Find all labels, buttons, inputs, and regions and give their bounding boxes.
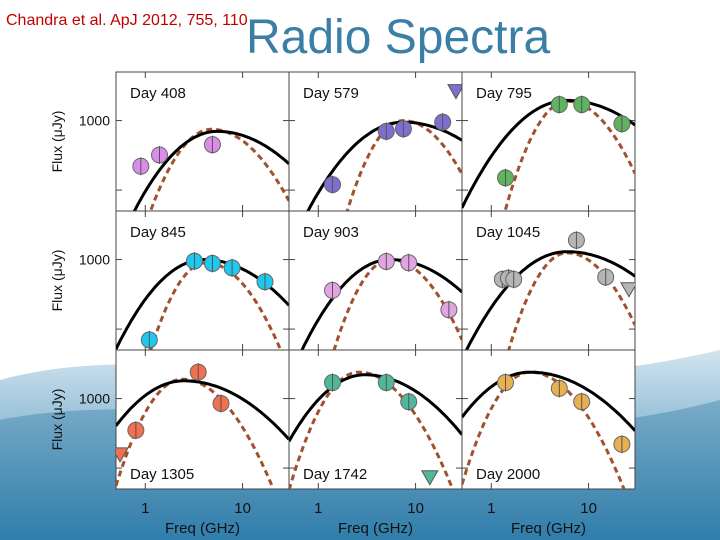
x-tick-label-col-1-1: 10	[407, 500, 424, 517]
dashed-model-day-903	[332, 258, 462, 350]
panel-label-day-903: Day 903	[303, 224, 359, 241]
panel-label-day-1045: Day 1045	[476, 224, 540, 241]
solid-model-day-2000	[462, 370, 635, 432]
x-axis-label-col-0: Freq (GHz)	[165, 520, 240, 537]
y-tick-label-row-2: 1000	[79, 391, 110, 407]
upper-limit-day-1742-0	[420, 470, 439, 486]
dashed-model-day-408	[148, 127, 289, 211]
solid-model-day-1742	[289, 373, 462, 442]
slide-title: Radio Spectra	[246, 11, 551, 64]
solid-model-day-408	[132, 129, 289, 211]
solid-model-day-903	[300, 258, 462, 350]
panel-label-day-579: Day 579	[303, 85, 359, 102]
y-tick-label-row-0: 1000	[79, 113, 110, 129]
panel-label-day-2000: Day 2000	[476, 466, 540, 483]
x-axis-label-col-2: Freq (GHz)	[511, 520, 586, 537]
panel-label-day-795: Day 795	[476, 85, 532, 102]
upper-limit-day-579-0	[447, 84, 462, 100]
solid-model-day-1305	[116, 379, 289, 441]
x-tick-label-col-1-0: 1	[314, 500, 322, 517]
x-tick-label-col-0-0: 1	[141, 500, 149, 517]
dashed-model-day-1305	[116, 377, 275, 489]
x-tick-label-col-0-1: 10	[234, 500, 251, 517]
panel-label-day-1305: Day 1305	[130, 466, 194, 483]
panel-label-day-845: Day 845	[130, 224, 186, 241]
solid-model-day-795	[462, 98, 635, 209]
x-tick-label-col-2-0: 1	[487, 500, 495, 517]
upper-limit-day-1305-0	[116, 447, 129, 463]
y-axis-label-row-1: Flux (μJy)	[49, 250, 65, 312]
solid-model-day-579	[306, 120, 462, 211]
panel-frame-day-2000	[461, 349, 636, 490]
citation: Chandra et al. ApJ 2012, 755, 110	[6, 12, 248, 29]
panel-label-day-1742: Day 1742	[303, 466, 367, 483]
dashed-model-day-2000	[462, 370, 626, 489]
solid-model-day-1045	[464, 250, 635, 350]
figure-background	[116, 72, 635, 489]
x-tick-label-col-2-1: 10	[580, 500, 597, 517]
y-tick-label-row-1: 1000	[79, 252, 110, 268]
y-axis-label-row-2: Flux (μJy)	[49, 389, 65, 451]
x-axis-label-col-1: Freq (GHz)	[338, 520, 413, 537]
upper-limit-day-1045-0	[620, 282, 635, 298]
y-axis-label-row-0: Flux (μJy)	[49, 111, 65, 173]
panel-label-day-408: Day 408	[130, 85, 186, 102]
